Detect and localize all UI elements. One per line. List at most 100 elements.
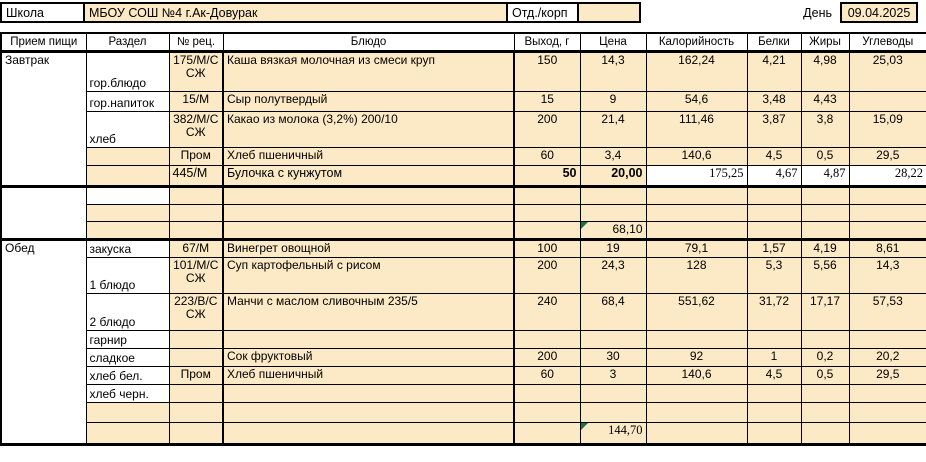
cell-rec[interactable]: 67/М	[168, 238, 224, 258]
cell-price[interactable]	[579, 203, 647, 222]
cell-rec[interactable]: Пром	[168, 146, 224, 166]
cell-dish[interactable]: Сыр полутвердый	[222, 90, 515, 112]
cell-fat[interactable]: 3,8	[800, 110, 850, 148]
cell-section[interactable]: 1 блюдо	[85, 256, 170, 294]
cell-rec[interactable]: Пром	[168, 365, 224, 385]
cell-carb[interactable]	[848, 220, 926, 241]
cell-price[interactable]	[579, 383, 647, 403]
cell-cal[interactable]	[645, 421, 748, 446]
cell-fat[interactable]: 0,5	[800, 365, 850, 385]
cell-price[interactable]: 3	[579, 365, 647, 385]
cell-cal[interactable]	[645, 185, 748, 205]
school-value-cell[interactable]: МБОУ СОШ №4 г.Ак-Довурак	[83, 2, 508, 23]
cell-carb[interactable]: 29,5	[848, 146, 926, 166]
cell-fat[interactable]: 5,56	[800, 256, 850, 294]
cell-cal[interactable]: 92	[645, 347, 748, 367]
cell-price[interactable]: 19	[579, 238, 647, 258]
cell-price[interactable]	[579, 401, 647, 423]
cell-section[interactable]: гор.блюдо	[85, 50, 170, 92]
cell-dish[interactable]	[222, 421, 515, 446]
cell-cal[interactable]: 175,25	[645, 164, 748, 188]
cell-rec[interactable]: 445/М	[168, 164, 224, 188]
cell-dish[interactable]: Какао из молока (3,2%) 200/10	[222, 110, 515, 148]
cell-out[interactable]	[513, 401, 581, 423]
cell-cal[interactable]: 128	[645, 256, 748, 294]
day-value-cell[interactable]: 09.04.2025	[840, 2, 918, 23]
cell-dish[interactable]	[222, 203, 515, 222]
column-header-3[interactable]: Блюдо	[222, 32, 515, 53]
cell-rec[interactable]	[168, 421, 224, 446]
cell-fat[interactable]	[800, 203, 850, 222]
cell-section[interactable]: хлеб бел.	[85, 365, 170, 385]
cell-dish[interactable]	[222, 401, 515, 423]
cell-cal[interactable]: 140,6	[645, 365, 748, 385]
cell-fat[interactable]: 0,5	[800, 146, 850, 166]
cell-dish[interactable]: Хлеб пшеничный	[222, 146, 515, 166]
cell-out[interactable]: 15	[513, 90, 581, 112]
cell-carb[interactable]	[848, 421, 926, 446]
cell-carb[interactable]: 57,53	[848, 292, 926, 331]
cell-out[interactable]	[513, 421, 581, 446]
cell-prot[interactable]	[746, 383, 802, 403]
cell-carb[interactable]	[848, 383, 926, 403]
cell-cal[interactable]	[645, 401, 748, 423]
cell-prot[interactable]	[746, 220, 802, 241]
cell-cal[interactable]: 551,62	[645, 292, 748, 331]
cell-section[interactable]	[85, 164, 170, 188]
cell-prot[interactable]	[746, 185, 802, 205]
cell-out[interactable]: 50	[513, 164, 581, 188]
cell-fat[interactable]: 4,87	[800, 164, 850, 188]
cell-prot[interactable]: 31,72	[746, 292, 802, 331]
cell-section[interactable]	[85, 203, 170, 222]
cell-carb[interactable]	[848, 329, 926, 349]
cell-out[interactable]: 200	[513, 110, 581, 148]
cell-fat[interactable]: 17,17	[800, 292, 850, 331]
cell-section[interactable]	[85, 146, 170, 166]
cell-meal[interactable]: Завтрак	[0, 50, 87, 188]
cell-section[interactable]	[85, 421, 170, 446]
cell-rec[interactable]	[168, 347, 224, 367]
cell-price[interactable]: 144,70	[579, 421, 647, 446]
cell-carb[interactable]: 14,3	[848, 256, 926, 294]
cell-rec[interactable]	[168, 401, 224, 423]
cell-section[interactable]: гарнир	[85, 329, 170, 349]
cell-out[interactable]: 60	[513, 365, 581, 385]
cell-price[interactable]: 14,3	[579, 50, 647, 92]
cell-dish[interactable]	[222, 185, 515, 205]
dept-label-cell[interactable]: Отд./корп	[506, 2, 579, 23]
cell-out[interactable]: 150	[513, 50, 581, 92]
cell-section[interactable]	[85, 185, 170, 205]
cell-fat[interactable]	[800, 401, 850, 423]
column-header-4[interactable]: Выход, г	[513, 32, 581, 53]
school-label-cell[interactable]: Школа	[0, 2, 85, 23]
cell-fat[interactable]	[800, 220, 850, 241]
cell-cal[interactable]: 54,6	[645, 90, 748, 112]
cell-prot[interactable]: 3,48	[746, 90, 802, 112]
cell-prot[interactable]	[746, 401, 802, 423]
cell-price[interactable]: 68,4	[579, 292, 647, 331]
cell-carb[interactable]: 15,09	[848, 110, 926, 148]
cell-fat[interactable]	[800, 185, 850, 205]
cell-prot[interactable]: 5,3	[746, 256, 802, 294]
cell-rec[interactable]	[168, 185, 224, 205]
cell-carb[interactable]: 25,03	[848, 50, 926, 92]
cell-section[interactable]: сладкое	[85, 347, 170, 367]
cell-carb[interactable]	[848, 90, 926, 112]
cell-out[interactable]	[513, 203, 581, 222]
column-header-2[interactable]: № рец.	[168, 32, 224, 53]
cell-section[interactable]: хлеб черн.	[85, 383, 170, 403]
cell-prot[interactable]: 1	[746, 347, 802, 367]
cell-rec[interactable]	[168, 220, 224, 241]
cell-prot[interactable]: 1,57	[746, 238, 802, 258]
cell-cal[interactable]: 162,24	[645, 50, 748, 92]
cell-carb[interactable]	[848, 185, 926, 205]
cell-dish[interactable]	[222, 329, 515, 349]
cell-dish[interactable]: Суп картофельный с рисом	[222, 256, 515, 294]
cell-dish[interactable]: Булочка с кунжутом	[222, 164, 515, 188]
cell-carb[interactable]	[848, 401, 926, 423]
cell-prot[interactable]	[746, 203, 802, 222]
cell-price[interactable]: 3,4	[579, 146, 647, 166]
column-header-9[interactable]: Углеводы	[848, 32, 926, 53]
cell-rec[interactable]	[168, 383, 224, 403]
cell-meal[interactable]	[0, 185, 87, 241]
